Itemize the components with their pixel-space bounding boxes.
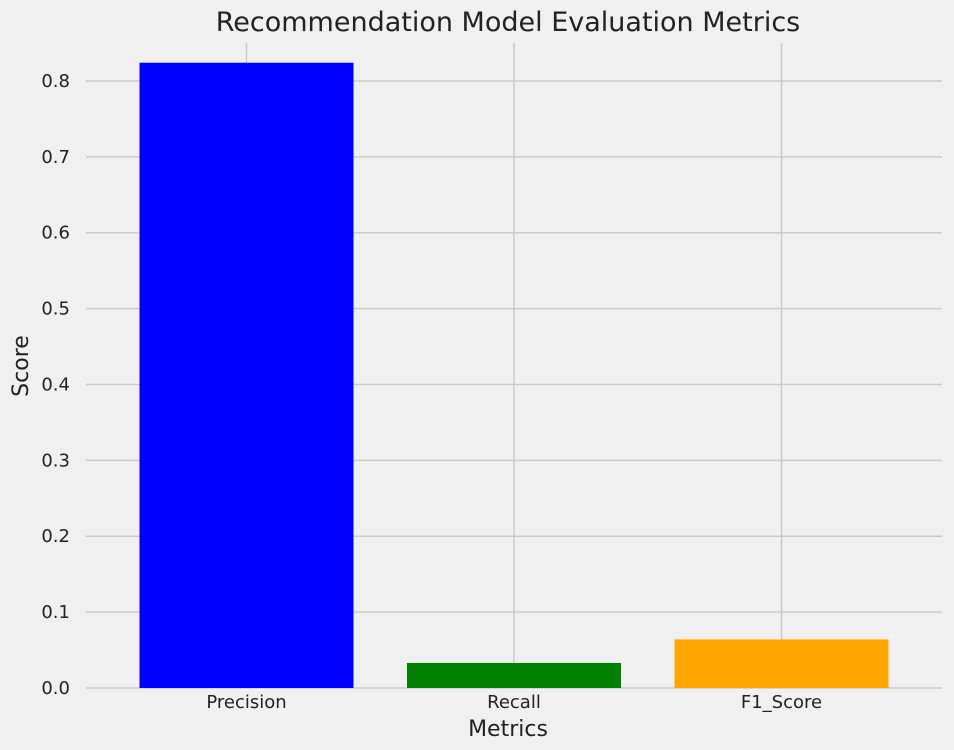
y-tick-label: 0.5 bbox=[41, 299, 70, 320]
y-tick-label: 0.8 bbox=[41, 71, 70, 92]
bar-layer bbox=[139, 62, 889, 688]
tick-layer: 0.0 0.1 0.2 0.3 0.4 0.5 0.6 0.7 0.8 Precision Reca… bbox=[41, 71, 822, 713]
bar-recall bbox=[407, 662, 621, 688]
x-tick-label: Recall bbox=[487, 692, 541, 713]
y-tick-label: 0.4 bbox=[41, 374, 70, 395]
bar-f1-score bbox=[674, 639, 889, 688]
y-tick-label: 0.3 bbox=[41, 450, 70, 471]
y-tick-label: 0.0 bbox=[41, 678, 70, 699]
y-tick-label: 0.7 bbox=[41, 147, 70, 168]
x-tick-label: Precision bbox=[206, 692, 286, 713]
chart-title: Recommendation Model Evaluation Metrics bbox=[216, 7, 801, 38]
x-axis-label: Metrics bbox=[468, 717, 548, 742]
y-axis-label: Score bbox=[9, 335, 34, 397]
y-tick-label: 0.1 bbox=[41, 602, 70, 623]
y-tick-label: 0.2 bbox=[41, 526, 70, 547]
y-tick-label: 0.6 bbox=[41, 223, 70, 244]
bar-precision bbox=[139, 62, 354, 688]
x-tick-label: F1_Score bbox=[741, 692, 822, 713]
